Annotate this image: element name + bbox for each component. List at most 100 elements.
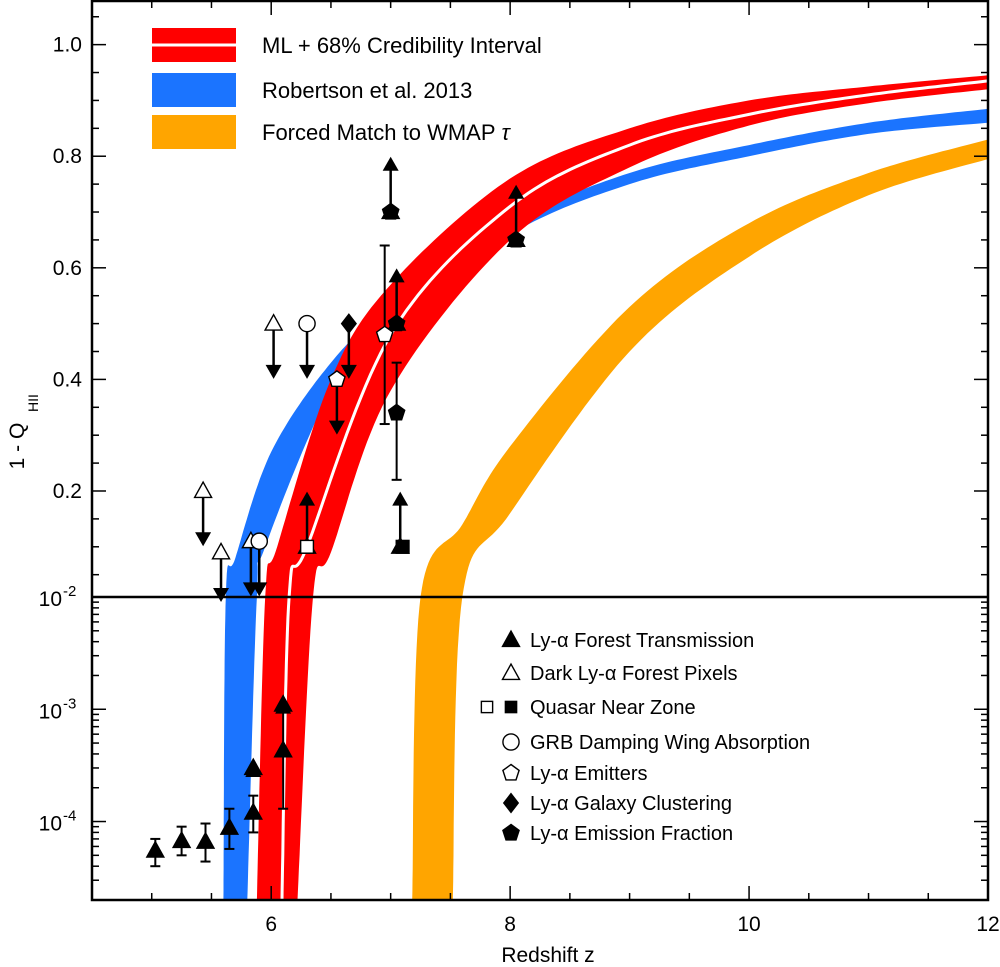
marker-tri-filled xyxy=(243,757,263,776)
data-point xyxy=(195,822,216,863)
marker-tri-filled xyxy=(273,694,293,712)
y-axis-title-text: 1 - Q xyxy=(6,423,29,470)
legend-marker xyxy=(480,700,494,714)
limit-arrow-head xyxy=(195,532,212,547)
legend-marker xyxy=(502,792,520,814)
legend-swatch xyxy=(152,73,236,107)
data-point xyxy=(340,313,357,379)
data-point xyxy=(145,837,166,868)
legend-marker xyxy=(504,700,518,714)
band-ml xyxy=(256,75,988,900)
y-log-tick-exponent: -4 xyxy=(63,808,76,825)
data-point xyxy=(381,202,400,220)
marker-pent-filled xyxy=(381,202,400,220)
marker-tri-filled xyxy=(273,740,293,758)
marker-pent-filled xyxy=(387,314,406,332)
data-points-layer xyxy=(145,156,526,868)
legend-tau: τ xyxy=(502,120,512,145)
legend-label: ML + 68% Credibility Interval xyxy=(262,33,542,58)
limit-arrow-head xyxy=(382,156,399,171)
legend: ML + 68% Credibility Interval Robertson e… xyxy=(152,28,810,845)
limit-arrow-head xyxy=(213,588,230,602)
legend-marker-label: Ly-α Emission Fraction xyxy=(530,823,733,845)
y-log-tick-label: 10 xyxy=(39,588,62,611)
plot-frame xyxy=(90,0,990,902)
marker-pent-filled xyxy=(507,230,526,248)
limit-arrow-head xyxy=(251,582,268,597)
x-tick-label: 8 xyxy=(504,913,516,936)
legend-label: Forced Match to WMAP xyxy=(262,120,496,145)
y-axis-title-subscript: HII xyxy=(25,394,41,412)
legend-marker-label: Dark Ly-α Forest Pixels xyxy=(530,663,738,685)
data-point xyxy=(243,794,263,834)
y-log-tick-label: 10 xyxy=(39,813,62,836)
limit-arrow-head xyxy=(299,364,316,379)
data-point xyxy=(211,541,231,602)
y-tick-label: 0.8 xyxy=(53,145,82,168)
y-log-tick-label: 10 xyxy=(39,700,62,723)
bands-layer xyxy=(223,75,988,900)
data-point xyxy=(299,539,315,554)
legend-marker-label: GRB Damping Wing Absorption xyxy=(530,732,810,754)
y-tick-label: 0.4 xyxy=(53,368,83,391)
data-point xyxy=(507,230,526,248)
limit-arrow-head xyxy=(265,364,282,379)
data-point xyxy=(387,361,406,481)
y-tick-label: 0.6 xyxy=(53,257,82,280)
data-point xyxy=(171,825,192,857)
data-point xyxy=(375,244,394,426)
y-tick-label: 1.0 xyxy=(53,34,82,57)
data-point xyxy=(387,314,406,332)
marker-tri-filled xyxy=(243,802,263,820)
data-point xyxy=(219,807,240,850)
legend-marker-label: Ly-α Galaxy Clustering xyxy=(530,793,732,815)
data-point xyxy=(395,539,410,554)
limit-arrow-head xyxy=(508,184,525,199)
marker-diam-filled xyxy=(340,313,357,335)
limit-arrow-head xyxy=(340,364,357,379)
data-point xyxy=(263,313,284,379)
data-point xyxy=(327,370,346,435)
limit-arrow-head xyxy=(388,268,405,283)
y-axis-title: 1 - Q HII xyxy=(6,394,41,469)
limit-arrow-head xyxy=(299,491,316,506)
marker-tri-open xyxy=(193,480,213,499)
y-log-tick-exponent: -2 xyxy=(63,583,76,600)
legend-marker xyxy=(502,823,520,841)
legend-marker xyxy=(502,763,520,781)
marker-sq-filled xyxy=(395,539,410,554)
legend-marker xyxy=(501,629,521,648)
legend-marker-label: Quasar Near Zone xyxy=(530,697,696,719)
marker-circ-open xyxy=(298,314,316,333)
marker-tri-filled xyxy=(171,830,192,849)
legend-marker-label: Ly-α Emitters xyxy=(530,763,648,785)
limit-arrow-head xyxy=(328,420,345,435)
x-axis-title: Redshift z xyxy=(501,944,594,967)
marker-tri-open xyxy=(263,313,284,331)
ml-line xyxy=(280,79,988,900)
x-tick-label: 12 xyxy=(976,913,999,936)
legend-swatch xyxy=(152,115,236,149)
limit-arrow-head xyxy=(392,491,409,506)
data-point xyxy=(250,532,269,597)
marker-tri-open xyxy=(211,541,231,560)
legend-marker-label: Ly-α Forest Transmission xyxy=(530,630,754,652)
marker-pent-filled xyxy=(387,403,406,421)
x-tick-label: 10 xyxy=(737,913,760,936)
plot-border xyxy=(90,0,990,902)
ml-line-layer xyxy=(280,79,988,900)
x-tick-label: 6 xyxy=(265,913,277,936)
y-tick-label: 0.2 xyxy=(53,480,82,503)
axis-labels: 6 8 10 120.20.40.60.81.010-210-310 -4Redshif… xyxy=(6,34,1000,967)
legend-marker xyxy=(502,733,520,751)
data-point xyxy=(193,480,213,547)
marker-circ-open xyxy=(250,532,269,550)
marker-tri-filled xyxy=(145,840,166,858)
marker-pent-open xyxy=(327,370,346,387)
marker-sq-open xyxy=(299,539,315,554)
marker-tri-filled xyxy=(219,817,240,835)
legend-label: Robertson et al. 2013 xyxy=(262,78,472,103)
y-log-tick-exponent: -3 xyxy=(63,695,76,712)
data-point xyxy=(273,694,293,714)
